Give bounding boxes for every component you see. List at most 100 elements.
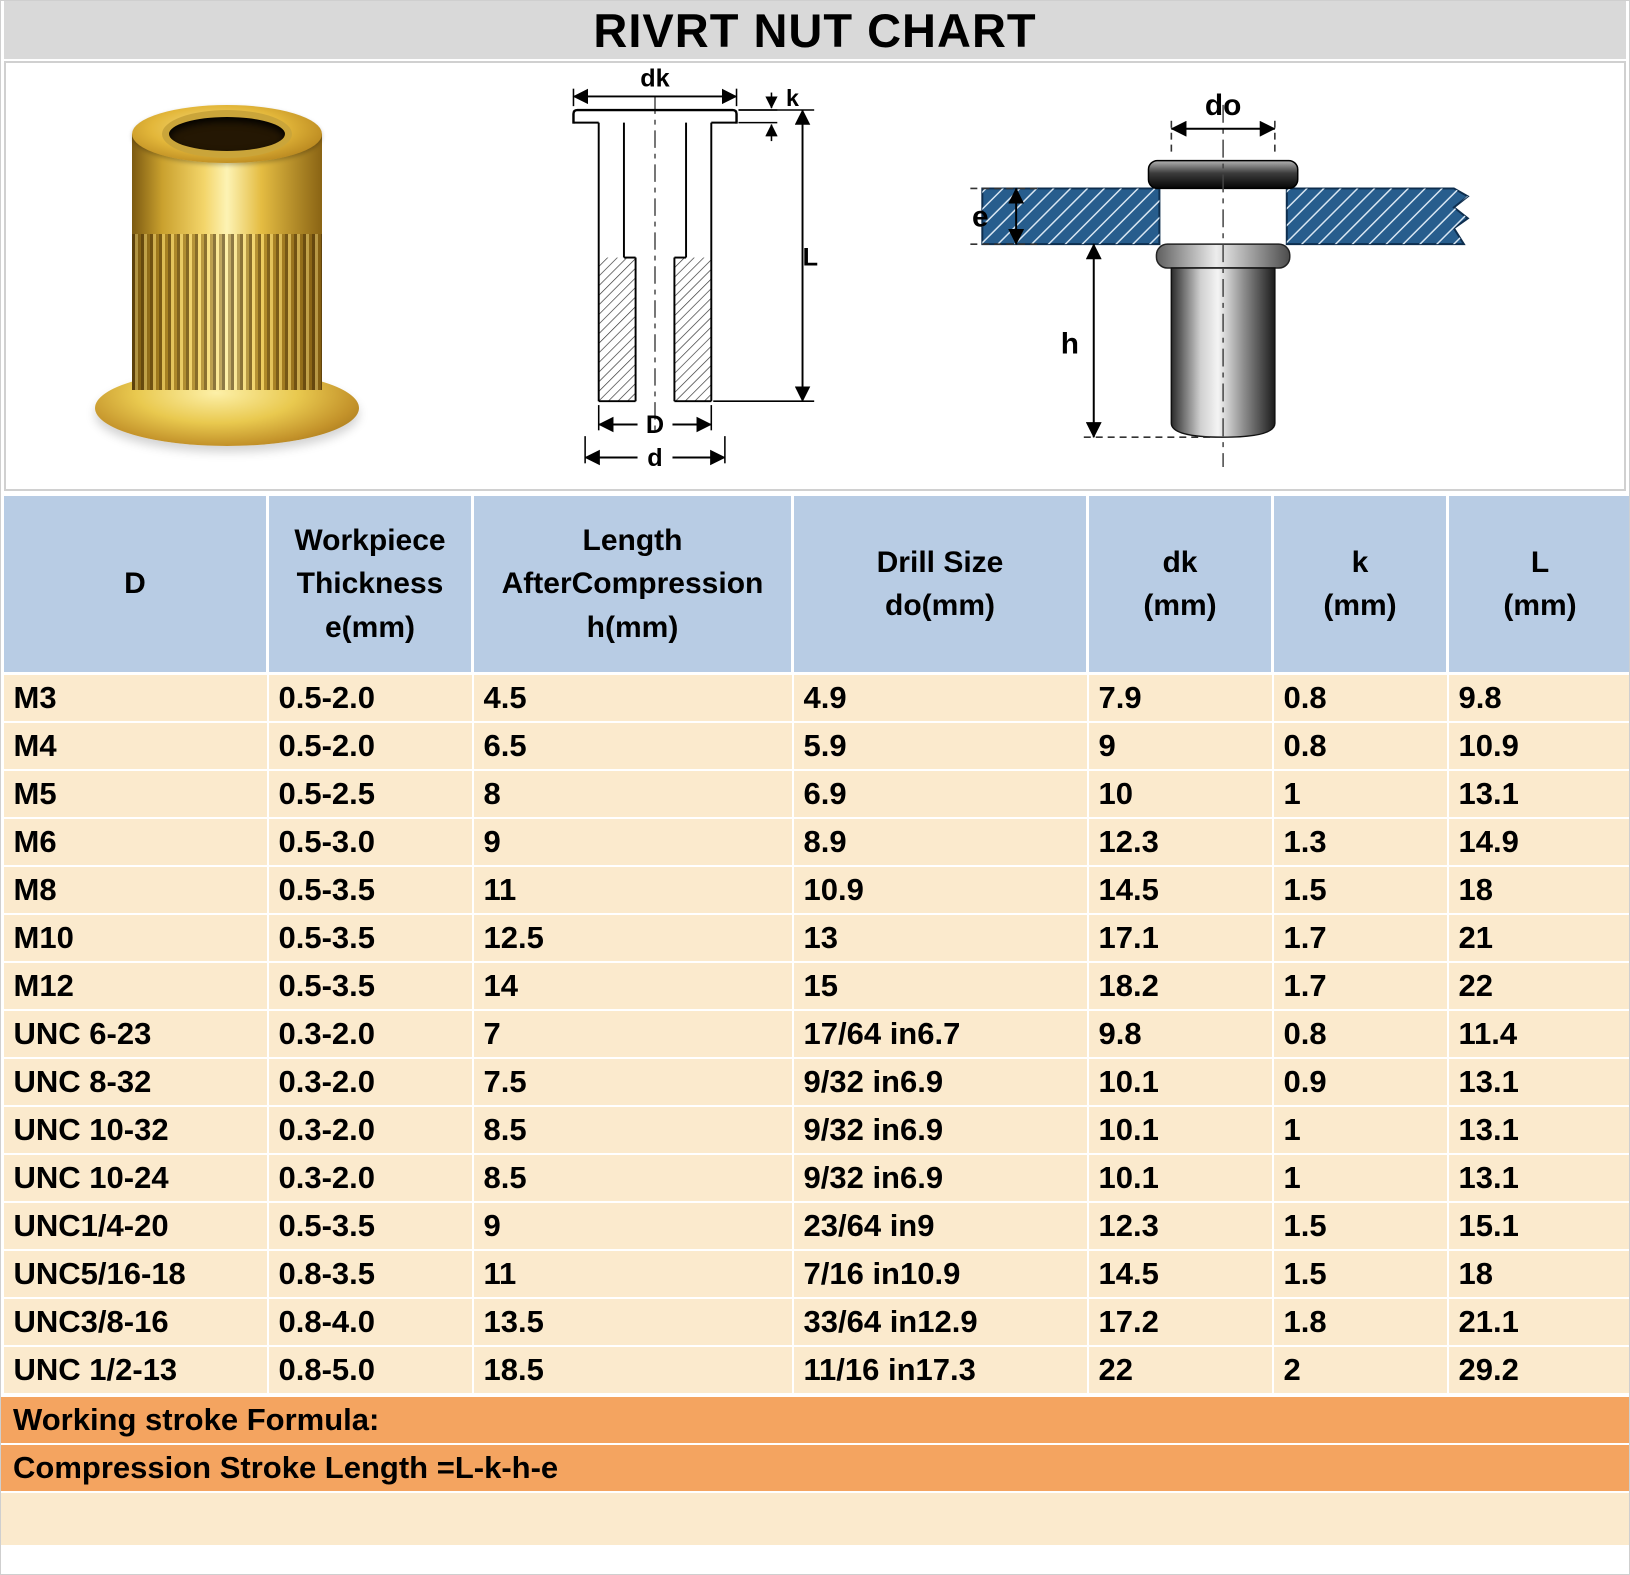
dim-label-h: h — [1060, 328, 1078, 361]
spec-cell-value: 18.2 — [1086, 961, 1274, 1011]
spec-cell-value: 2 — [1271, 1345, 1449, 1395]
spec-cell-value: 7/16 in10.9 — [791, 1249, 1089, 1299]
spec-cell-value: 8.5 — [471, 1105, 794, 1155]
footer-formula: Compression Stroke Length =L-k-h-e — [1, 1443, 1629, 1491]
figures-panel: dk k — [4, 61, 1626, 491]
spec-cell-value: 9.8 — [1446, 672, 1629, 723]
table-row: UNC 1/2-13 0.8-5.0 18.5 11/16 in17.3 22 2 29.2 — [1, 1345, 1629, 1395]
spec-cell-value: 8.5 — [471, 1153, 794, 1203]
spec-cell-value: 13 — [791, 913, 1089, 963]
spec-cell-value: 0.5-2.5 — [266, 769, 474, 819]
spec-cell-value: 17.2 — [1086, 1297, 1274, 1347]
table-row: UNC 6-23 0.3-2.0 7 17/64 in6.7 9.8 0.8 11.4 — [1, 1009, 1629, 1059]
col-header-dk: dk (mm) — [1086, 493, 1274, 675]
spec-cell-value: 9 — [471, 817, 794, 867]
spec-cell-value: 7.5 — [471, 1057, 794, 1107]
footer-formula-title: Working stroke Formula: — [1, 1395, 1629, 1443]
table-row: M5 0.5-2.5 8 6.9 10 1 13.1 — [1, 769, 1629, 819]
spec-cell-value: 8 — [471, 769, 794, 819]
spec-cell-label: M10 — [1, 913, 269, 963]
spec-cell-label: UNC 1/2-13 — [1, 1345, 269, 1395]
spec-cell-value: 12.3 — [1086, 1201, 1274, 1251]
spec-cell-label: UNC1/4-20 — [1, 1201, 269, 1251]
spec-cell-value: 1.5 — [1271, 865, 1449, 915]
spec-cell-value: 11 — [471, 865, 794, 915]
spec-cell-value: 15.1 — [1446, 1201, 1629, 1251]
spec-cell-value: 1.7 — [1271, 961, 1449, 1011]
installed-diagram: do e h — [970, 89, 1470, 468]
spec-cell-value: 0.8 — [1271, 672, 1449, 723]
table-header-row: D Workpiece Thickness e(mm) Length After… — [1, 493, 1629, 675]
spec-cell-value: 18 — [1446, 865, 1629, 915]
spec-cell-label: UNC 10-24 — [1, 1153, 269, 1203]
spec-cell-value: 1 — [1271, 769, 1449, 819]
spec-cell-value: 6.5 — [471, 721, 794, 771]
title-bar: RIVRT NUT CHART — [4, 1, 1626, 59]
table-row: UNC 8-32 0.3-2.0 7.5 9/32 in6.9 10.1 0.9 13.1 — [1, 1057, 1629, 1107]
spec-cell-value: 0.5-2.0 — [266, 721, 474, 771]
col-header-drill-size: Drill Size do(mm) — [791, 493, 1089, 675]
col-header-d: D — [1, 493, 269, 675]
spec-cell-value: 14.9 — [1446, 817, 1629, 867]
spec-cell-value: 21.1 — [1446, 1297, 1629, 1347]
spec-cell-value: 9 — [471, 1201, 794, 1251]
spec-cell-value: 0.5-3.5 — [266, 1201, 474, 1251]
technical-drawing: dk k — [572, 65, 818, 472]
spec-cell-value: 7.9 — [1086, 672, 1274, 723]
spec-table-body: M3 0.5-2.0 4.5 4.9 7.9 0.8 9.8 M4 0.5-2.0 6.5 5.9 9… — [1, 672, 1629, 1395]
table-row: M12 0.5-3.5 14 15 18.2 1.7 22 — [1, 961, 1629, 1011]
formula-title-text: Working stroke Formula: — [13, 1402, 380, 1437]
spec-cell-value: 18.5 — [471, 1345, 794, 1395]
spec-cell-value: 10.9 — [791, 865, 1089, 915]
table-row: UNC 10-24 0.3-2.0 8.5 9/32 in6.9 10.1 1 13.1 — [1, 1153, 1629, 1203]
table-row: UNC3/8-16 0.8-4.0 13.5 33/64 in12.9 17.2 1.8 2… — [1, 1297, 1629, 1347]
spec-cell-value: 10.1 — [1086, 1153, 1274, 1203]
spec-cell-value: 0.3-2.0 — [266, 1105, 474, 1155]
spec-cell-value: 14.5 — [1086, 865, 1274, 915]
spec-cell-value: 17/64 in6.7 — [791, 1009, 1089, 1059]
spec-cell-value: 4.5 — [471, 672, 794, 723]
spec-table: D Workpiece Thickness e(mm) Length After… — [1, 493, 1629, 1395]
spec-cell-label: M6 — [1, 817, 269, 867]
spec-cell-value: 13.1 — [1446, 1153, 1629, 1203]
dim-label-D: D — [646, 411, 664, 439]
spec-cell-value: 0.5-3.5 — [266, 961, 474, 1011]
spec-cell-label: M3 — [1, 672, 269, 723]
spec-cell-value: 13.1 — [1446, 1105, 1629, 1155]
spec-cell-value: 12.3 — [1086, 817, 1274, 867]
spec-cell-label: M8 — [1, 865, 269, 915]
col-header-l: L (mm) — [1446, 493, 1629, 675]
spec-cell-value: 18 — [1446, 1249, 1629, 1299]
spec-cell-value: 0.9 — [1271, 1057, 1449, 1107]
table-row: M10 0.5-3.5 12.5 13 17.1 1.7 21 — [1, 913, 1629, 963]
spec-cell-value: 0.3-2.0 — [266, 1057, 474, 1107]
spec-cell-value: 12.5 — [471, 913, 794, 963]
spec-cell-value: 9 — [1086, 721, 1274, 771]
dim-label-L: L — [803, 243, 818, 271]
spec-cell-value: 0.8 — [1271, 721, 1449, 771]
dim-label-k: k — [786, 85, 799, 111]
spec-cell-label: UNC5/16-18 — [1, 1249, 269, 1299]
spec-cell-value: 14.5 — [1086, 1249, 1274, 1299]
spec-cell-value: 10 — [1086, 769, 1274, 819]
spec-cell-value: 1.5 — [1271, 1201, 1449, 1251]
spec-cell-value: 1 — [1271, 1105, 1449, 1155]
dim-label-e: e — [972, 200, 989, 233]
spec-cell-value: 33/64 in12.9 — [791, 1297, 1089, 1347]
spec-cell-value: 1.7 — [1271, 913, 1449, 963]
formula-text: Compression Stroke Length =L-k-h-e — [13, 1450, 559, 1485]
spec-cell-value: 15 — [791, 961, 1089, 1011]
spec-cell-label: UNC 10-32 — [1, 1105, 269, 1155]
spec-cell-value: 10.9 — [1446, 721, 1629, 771]
spec-cell-value: 9/32 in6.9 — [791, 1153, 1089, 1203]
spec-cell-label: M4 — [1, 721, 269, 771]
table-row: M3 0.5-2.0 4.5 4.9 7.9 0.8 9.8 — [1, 672, 1629, 723]
bottom-strip — [1, 1491, 1629, 1545]
table-row: UNC5/16-18 0.8-3.5 11 7/16 in10.9 14.5 1.5 18 — [1, 1249, 1629, 1299]
spec-cell-label: M12 — [1, 961, 269, 1011]
spec-cell-value: 7 — [471, 1009, 794, 1059]
dim-label-do: do — [1205, 89, 1241, 122]
spec-cell-value: 8.9 — [791, 817, 1089, 867]
spec-cell-value: 23/64 in9 — [791, 1201, 1089, 1251]
